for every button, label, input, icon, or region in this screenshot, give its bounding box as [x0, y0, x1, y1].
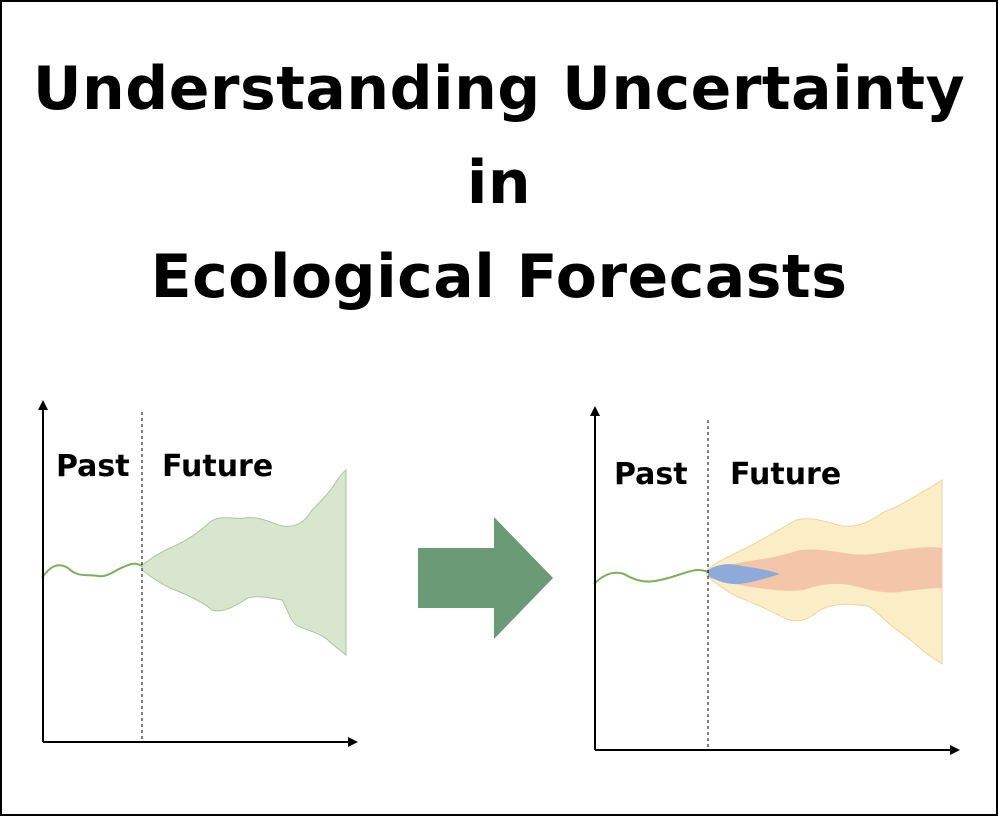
left-past-label: Past: [56, 449, 130, 484]
right-forecast-panel: Past Future: [590, 406, 960, 755]
left-forecast-panel: Past Future: [38, 400, 358, 747]
title-line-1: Understanding Uncertainty: [32, 54, 966, 124]
right-past-label: Past: [614, 457, 688, 492]
right-history-line: [593, 568, 709, 585]
right-arrow-icon: [418, 517, 553, 639]
page-title: Understanding Uncertainty in Ecological …: [0, 42, 998, 324]
right-future-label: Future: [730, 457, 841, 492]
early-uncertainty-band: [708, 564, 780, 585]
title-line-3: Ecological Forecasts: [150, 242, 848, 312]
left-future-envelope: [141, 469, 347, 657]
middle-uncertainty-band: [710, 547, 942, 593]
left-history-line: [41, 562, 143, 579]
title-line-2: in: [466, 148, 532, 218]
left-future-label: Future: [162, 449, 273, 484]
